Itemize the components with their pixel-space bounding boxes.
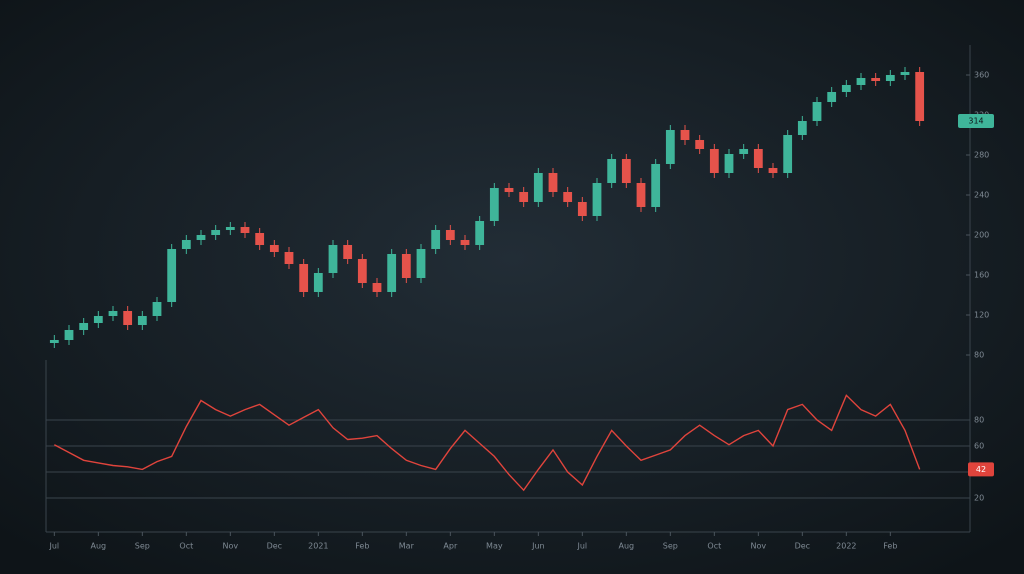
candle-body [783, 135, 793, 173]
candle-body [64, 330, 74, 340]
candle-body [651, 164, 661, 207]
candle-body [739, 149, 749, 154]
candle-body [519, 192, 529, 202]
x-tick-label: Sep [663, 542, 678, 551]
x-tick-label: Aug [91, 542, 107, 551]
candle-body [856, 78, 866, 85]
candle-body [372, 283, 382, 292]
y-tick-label: 20 [974, 494, 984, 503]
candle-body [900, 72, 910, 75]
y-tick-label: 280 [974, 151, 989, 160]
x-tick-label: Jul [577, 542, 588, 551]
candle-body [724, 154, 734, 173]
candle-body [313, 273, 323, 292]
indicator-badge [968, 462, 994, 477]
candle-body [504, 188, 514, 192]
x-tick-label: Feb [355, 542, 369, 551]
x-tick-label: Dec [795, 542, 810, 551]
candle-body [152, 302, 162, 316]
y-tick-label: 80 [974, 416, 984, 425]
y-tick-label: 240 [974, 191, 989, 200]
candle-body [885, 75, 895, 81]
x-tick-label: Sep [135, 542, 150, 551]
candle-body [563, 192, 573, 202]
candle-body [871, 78, 881, 81]
y-tick-label: 60 [974, 442, 984, 451]
x-tick-label: Oct [707, 542, 721, 551]
y-tick-label: 160 [974, 271, 989, 280]
candle-body [93, 316, 103, 323]
candle-body [343, 245, 353, 259]
candle-body [225, 227, 235, 230]
indicator-badge-label: 42 [976, 465, 986, 474]
x-tick-label: May [486, 542, 503, 551]
price-badge [958, 114, 994, 128]
candle-body [577, 202, 587, 216]
candle-body [196, 235, 206, 240]
candle-body [49, 340, 59, 343]
candle-body [592, 183, 602, 216]
x-tick-label: Aug [619, 542, 635, 551]
candle-body [387, 254, 397, 292]
x-tick-label: Jun [531, 542, 545, 551]
candle-body [460, 240, 470, 245]
y-tick-label: 80 [974, 351, 984, 360]
candle-body [812, 102, 822, 121]
candle-body [768, 168, 778, 173]
candle-body [665, 130, 675, 164]
x-tick-label: Feb [883, 542, 897, 551]
candle-body [636, 183, 646, 207]
candle-body [401, 254, 411, 278]
candle-body [167, 249, 177, 302]
candle-body [181, 240, 191, 249]
candle-body [416, 249, 426, 278]
candle-body [797, 121, 807, 135]
candle-body [211, 230, 221, 235]
candle-body [709, 149, 719, 173]
indicator-line [54, 394, 921, 492]
candle-body [607, 159, 617, 183]
x-tick-label: Nov [751, 542, 767, 551]
candle-body [240, 227, 250, 233]
candle-body [445, 230, 455, 240]
x-tick-label: Apr [443, 542, 458, 551]
candle-body [79, 323, 89, 330]
candle-body [123, 311, 133, 325]
candle-body [915, 72, 925, 121]
candle-body [680, 130, 690, 140]
x-tick-label: 2022 [836, 542, 856, 551]
x-tick-label: Nov [223, 542, 239, 551]
candle-body [108, 311, 118, 316]
y-tick-label: 360 [974, 71, 989, 80]
candle-body [753, 149, 763, 168]
candle-body [533, 173, 543, 202]
x-tick-label: 2021 [308, 542, 328, 551]
x-tick-label: Dec [267, 542, 282, 551]
x-tick-label: Oct [179, 542, 193, 551]
y-tick-label: 120 [974, 311, 989, 320]
x-tick-label: Jul [49, 542, 60, 551]
candle-body [357, 259, 367, 283]
candle-body [475, 221, 485, 245]
candle-body [548, 173, 558, 192]
candle-body [695, 140, 705, 149]
candle-body [431, 230, 441, 249]
candle-body [269, 245, 279, 252]
y-tick-label: 200 [974, 231, 989, 240]
candle-body [299, 264, 309, 292]
candle-body [255, 233, 265, 245]
candle-body [489, 188, 499, 221]
candle-body [621, 159, 631, 183]
candle-body [827, 92, 837, 102]
candle-body [841, 85, 851, 92]
candle-body [137, 316, 147, 325]
price-badge-label: 314 [968, 117, 983, 126]
candle-body [284, 252, 294, 264]
candle-body [328, 245, 338, 273]
x-tick-label: Mar [399, 542, 415, 551]
